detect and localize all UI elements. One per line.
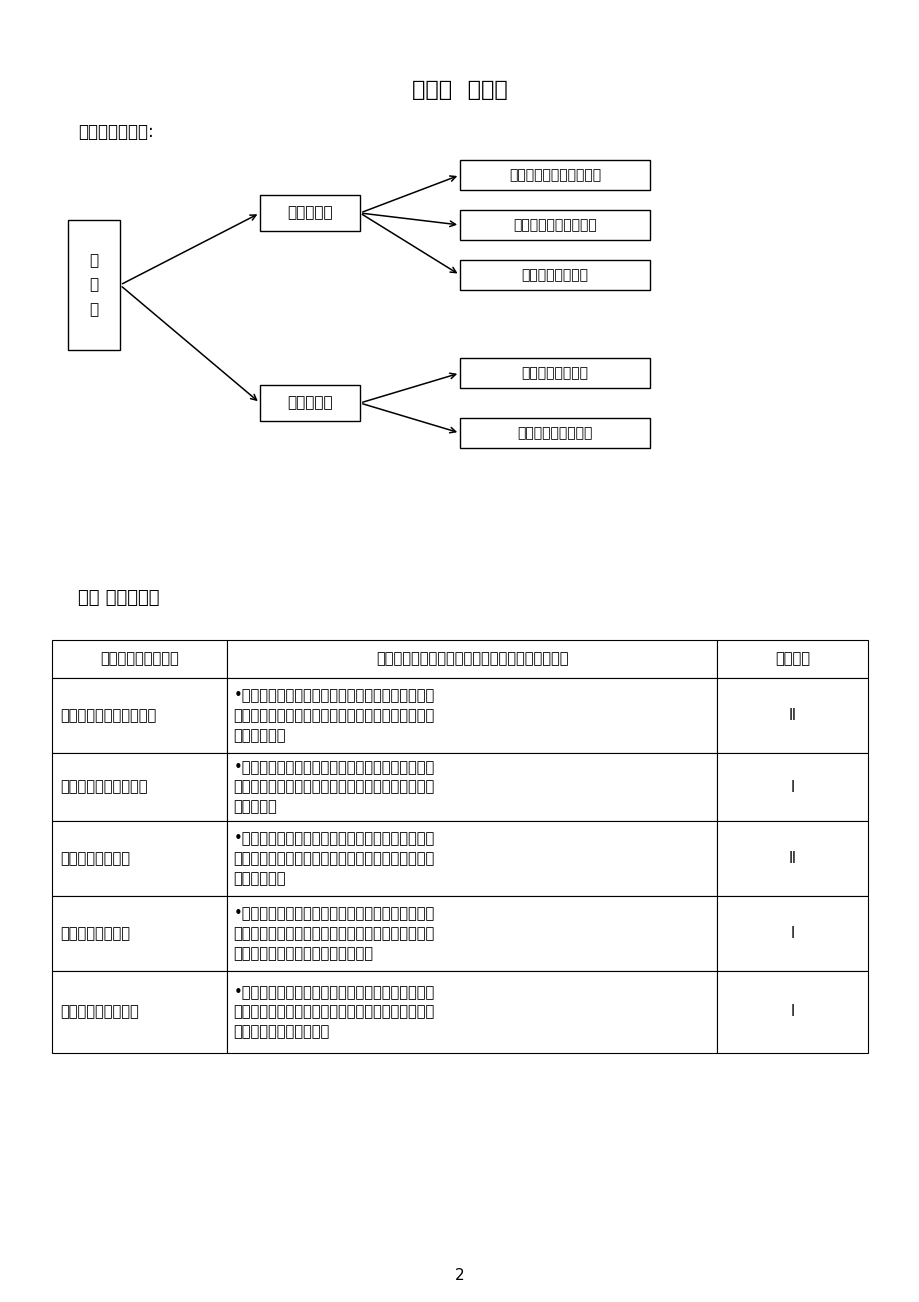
Bar [227, 641, 716, 678]
Text: 常见传感器的电路图形: 常见传感器的电路图形 [513, 217, 596, 232]
Text: 传感器应用: 传感器应用 [287, 396, 333, 410]
Bar [227, 896, 716, 971]
Text: 一、内容结构图:: 一、内容结构图: [78, 122, 153, 141]
Text: 表现水平: 表现水平 [774, 651, 809, 667]
Bar [460, 260, 650, 290]
Text: Ⅱ: Ⅱ [789, 852, 795, 866]
Bar [52, 971, 227, 1053]
Bar [227, 678, 716, 753]
Bar [52, 753, 227, 822]
Text: 指标（当学生获得这种学习结果时，他们能够：）: 指标（当学生获得这种学习结果时，他们能够：） [376, 651, 568, 667]
Text: 相识传感器: 相识传感器 [287, 206, 333, 220]
Bar [227, 971, 716, 1053]
Text: •熟识光敏传感器、热敏传感器、湿敏传感器、声敏
传感器、力敏传感器、气敏传感器等常见传感器的电
路图形符号: •熟识光敏传感器、热敏传感器、湿敏传感器、声敏 传感器、力敏传感器、气敏传感器等… [233, 759, 434, 814]
Text: 常见传感器典型应用: 常见传感器典型应用 [60, 1005, 139, 1019]
Bar [716, 822, 867, 896]
Bar [460, 210, 650, 240]
Bar [52, 896, 227, 971]
Bar [52, 678, 227, 753]
Bar [716, 896, 867, 971]
Text: Ⅰ: Ⅰ [789, 1005, 794, 1019]
Text: •知道光敏传感器、热敏传感器、湿敏传感器、声敏
传感器、力敏传感器、气敏传感器等常见传感器的物
理信息采集和电信号转换原理和作用: •知道光敏传感器、热敏传感器、湿敏传感器、声敏 传感器、力敏传感器、气敏传感器等… [233, 906, 434, 961]
Bar [227, 822, 716, 896]
Bar [716, 971, 867, 1053]
Text: 常见传感器的检测: 常见传感器的检测 [60, 852, 130, 866]
Text: 学习结果（学问点）: 学习结果（学问点） [100, 651, 179, 667]
Text: •能从外形和标识上识别光敏传感器、热敏传感器、
湿敏传感器、声敏传感器、力敏传感器、气敏传感器
等常见传感器: •能从外形和标识上识别光敏传感器、热敏传感器、 湿敏传感器、声敏传感器、力敏传感… [233, 689, 434, 743]
Text: 常见传感器的种类、型号: 常见传感器的种类、型号 [508, 168, 600, 182]
Text: 二、 学问点列表: 二、 学问点列表 [78, 589, 159, 607]
Bar [260, 195, 359, 230]
Text: Ⅱ: Ⅱ [789, 708, 795, 723]
Text: 常见传感器典型应用: 常见传感器典型应用 [516, 426, 592, 440]
Text: •能用多用电表检测光敏传感器、热敏传感器、湿敏
传感器、声敏传感器、力敏传感器等常见传感器的特
性并推断好坏: •能用多用电表检测光敏传感器、热敏传感器、湿敏 传感器、声敏传感器、力敏传感器等… [233, 831, 434, 885]
Bar [68, 220, 119, 350]
Text: 常见传感器的电路图形: 常见传感器的电路图形 [60, 780, 147, 794]
Text: Ⅰ: Ⅰ [789, 780, 794, 794]
Text: 常见传感器的作用: 常见传感器的作用 [521, 366, 588, 380]
Bar [52, 641, 227, 678]
Bar [716, 678, 867, 753]
Bar [716, 641, 867, 678]
Bar [227, 753, 716, 822]
Bar [460, 358, 650, 388]
Text: 第一节  传感器: 第一节 传感器 [412, 79, 507, 100]
Bar [716, 753, 867, 822]
Text: 常见传感器的作用: 常见传感器的作用 [60, 926, 130, 941]
Text: 常见传感器的种类、型号: 常见传感器的种类、型号 [60, 708, 156, 723]
Text: Ⅰ: Ⅰ [789, 926, 794, 941]
Text: 传
感
器: 传 感 器 [89, 253, 98, 318]
Bar [260, 385, 359, 421]
Bar [52, 822, 227, 896]
Bar [460, 160, 650, 190]
Text: 2: 2 [455, 1268, 464, 1282]
Text: •举例说明光敏传感器、热敏传感器、湿敏传感器、
声敏传感器、力敏传感器、气敏传感器等常见传感器
在自动限制系统中的应用: •举例说明光敏传感器、热敏传感器、湿敏传感器、 声敏传感器、力敏传感器、气敏传感… [233, 984, 434, 1039]
Bar [460, 418, 650, 448]
Text: 常见传感器的检测: 常见传感器的检测 [521, 268, 588, 283]
